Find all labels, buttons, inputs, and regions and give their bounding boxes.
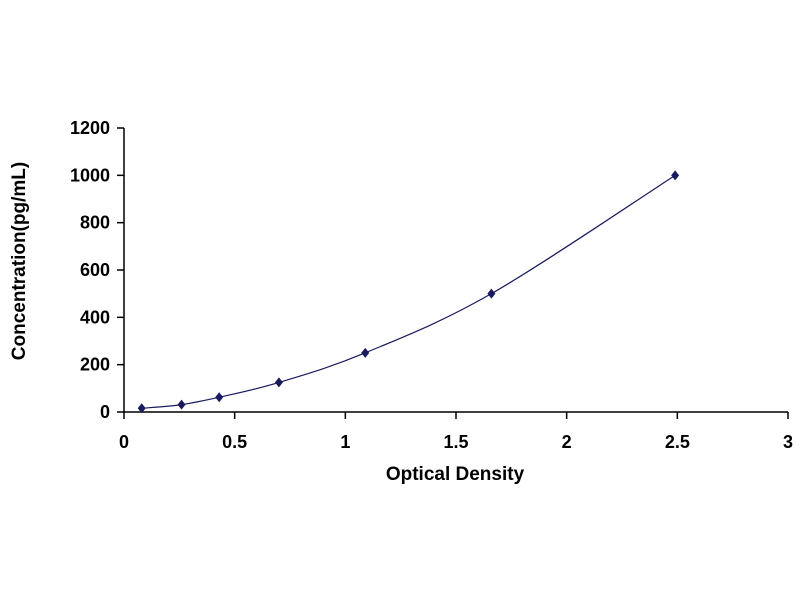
x-tick-label: 1.5 [443,432,468,452]
x-axis-title: Optical Density [386,464,525,485]
y-axis-title: Concentration(pg/mL) [9,162,30,360]
data-point [361,347,370,358]
x-tick-label: 0 [119,432,129,452]
data-point [671,170,680,181]
data-point [487,288,496,299]
x-tick-label: 2.5 [665,432,690,452]
y-tick-label: 0 [100,402,110,422]
data-point [177,399,186,410]
y-ticks: 0 200 400 600 800 1000 1200 [70,118,124,422]
x-tick-label: 3 [783,432,793,452]
data-point [274,377,283,388]
axes [123,128,788,413]
data-points [137,170,680,414]
x-tick-label: 1 [340,432,350,452]
y-tick-label: 200 [80,355,110,375]
data-point [137,403,146,414]
y-tick-label: 600 [80,260,110,280]
y-tick-label: 1000 [70,165,110,185]
data-point [215,392,224,403]
y-tick-label: 800 [80,213,110,233]
x-tick-label: 0.5 [222,432,247,452]
x-tick-label: 2 [562,432,572,452]
y-tick-label: 400 [80,307,110,327]
y-tick-label: 1200 [70,118,110,138]
x-ticks: 0 0.5 1 1.5 2 2.5 3 [119,412,793,452]
trend-line [141,174,676,409]
